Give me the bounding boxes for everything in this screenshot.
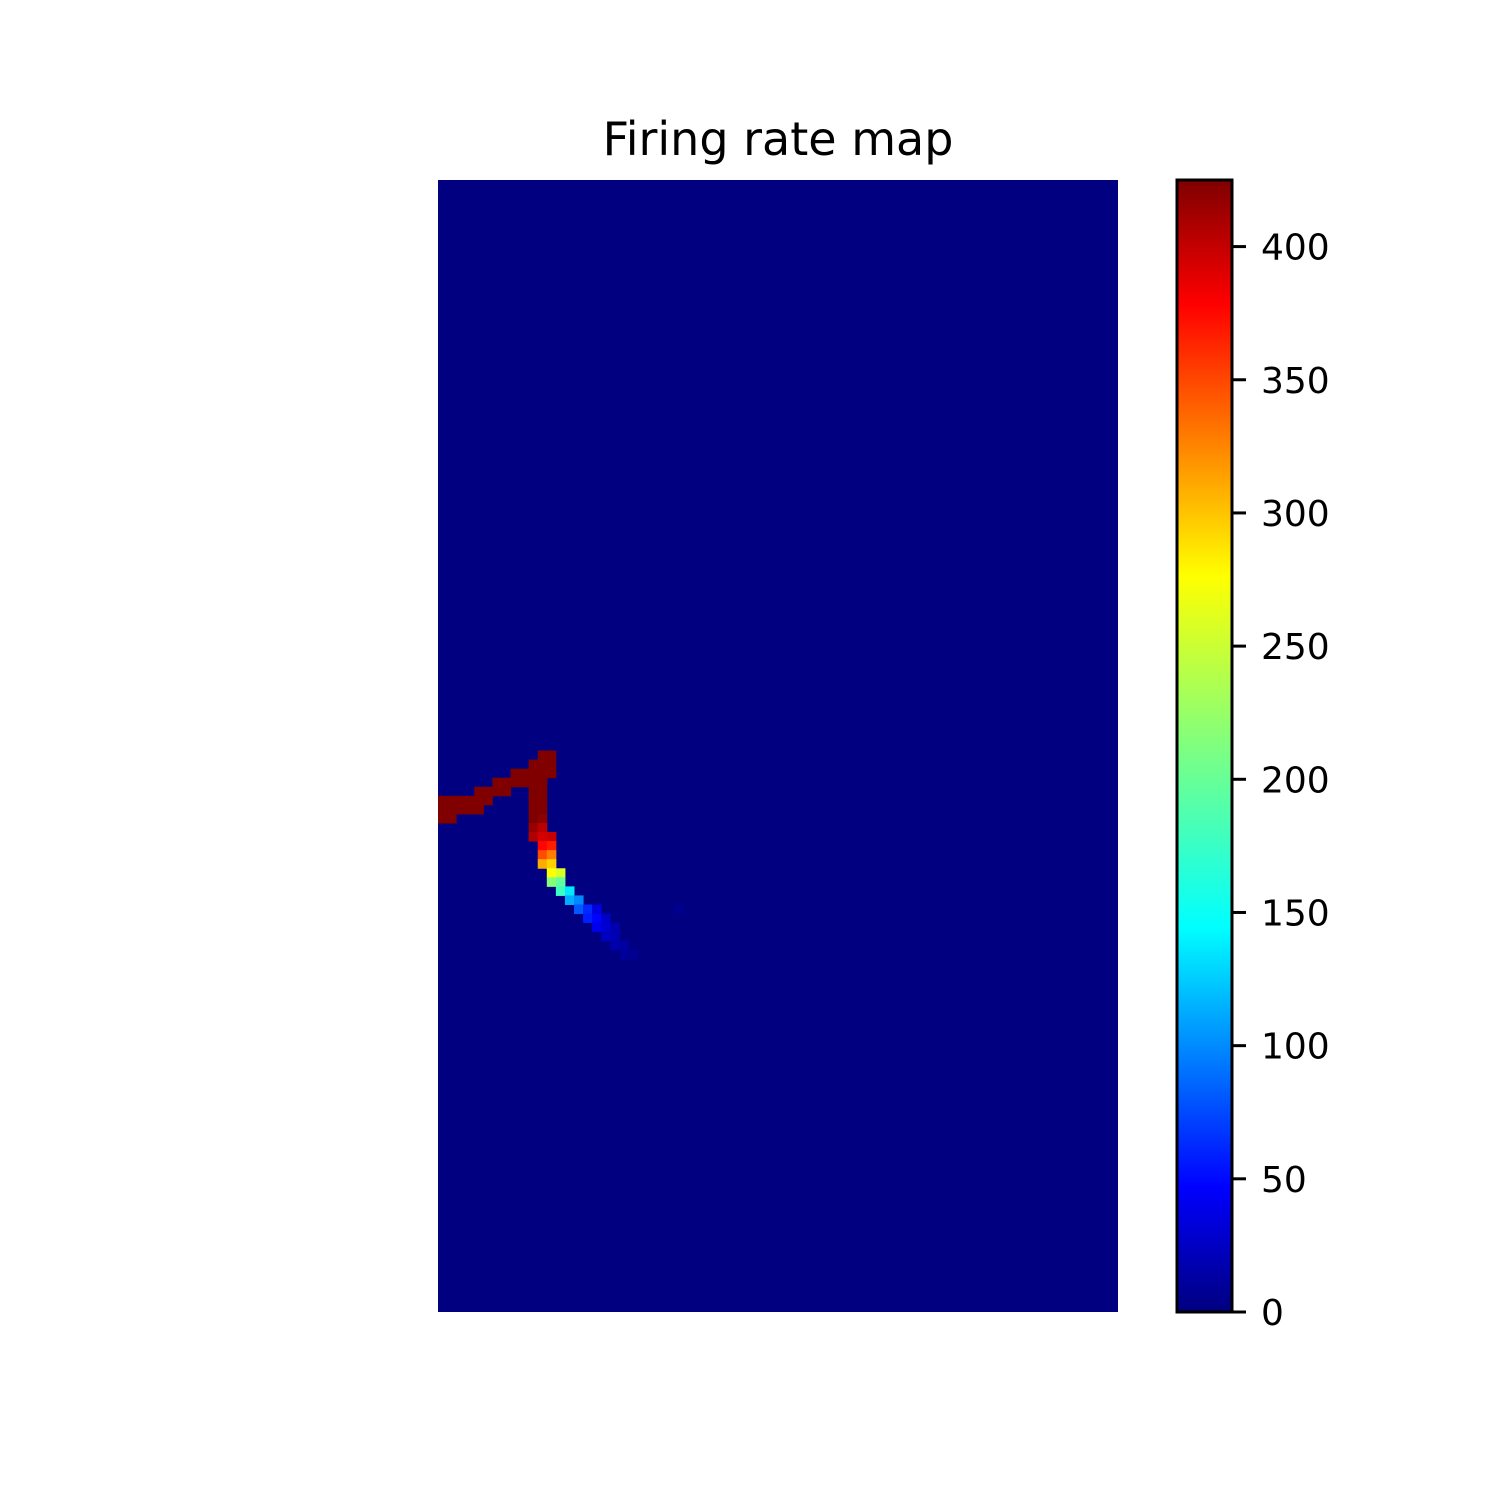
heatmap-cell-73 <box>601 913 611 924</box>
heatmap-cell-33 <box>537 777 548 788</box>
heatmap-cell-12 <box>483 786 493 797</box>
heatmap-cell-32 <box>528 786 539 797</box>
heatmap-cell-40 <box>528 822 539 833</box>
heatmap-cell-43 <box>537 822 548 833</box>
heatmap-cell-25 <box>537 759 548 770</box>
heatmap-cell-0 <box>438 795 448 806</box>
heatmap-cell-54 <box>546 877 557 887</box>
heatmap-cell-45 <box>537 832 548 842</box>
heatmap-cell-64 <box>592 922 602 933</box>
heatmap-cell-62 <box>583 913 593 924</box>
colorbar-tick-label-0: 0 <box>1261 1293 1284 1334</box>
heatmap-cell-23 <box>519 777 530 788</box>
heatmap-cells <box>438 750 684 960</box>
heatmap-cell-28 <box>537 768 548 779</box>
heatmap-cell-75 <box>673 904 684 915</box>
heatmap-cell-53 <box>555 868 566 878</box>
colorbar-tick-label-250: 250 <box>1261 627 1330 668</box>
heatmap-cell-60 <box>574 904 584 915</box>
heatmap-cell-59 <box>574 895 584 905</box>
heatmap-cell-17 <box>501 777 512 788</box>
colorbar-tick-label-350: 350 <box>1261 361 1330 402</box>
heatmap-cell-67 <box>610 931 620 942</box>
heatmap-cell-2 <box>456 795 466 806</box>
heatmap-cell-52 <box>546 868 557 878</box>
colorbar-tick-label-400: 400 <box>1261 228 1330 269</box>
colorbar-tick-label-50: 50 <box>1261 1160 1307 1201</box>
heatmap-cell-44 <box>546 832 557 842</box>
colorbar-tick-label-200: 200 <box>1261 760 1330 801</box>
heatmap-cell-41 <box>537 813 548 824</box>
heatmap-cell-15 <box>474 795 484 806</box>
heatmap-cell-27 <box>546 750 557 761</box>
colorbar-tick-label-100: 100 <box>1261 1027 1330 1068</box>
heatmap-cell-55 <box>555 877 566 887</box>
heatmap-cell-37 <box>537 795 548 806</box>
heatmap-cell-26 <box>537 750 548 761</box>
heatmap-cell-61 <box>583 904 593 915</box>
heatmap-cell-48 <box>537 850 548 860</box>
heatmap-cell-16 <box>492 777 502 788</box>
heatmap-cell-5 <box>447 804 457 815</box>
heatmap-cell-36 <box>528 804 539 815</box>
heatmap-cell-58 <box>564 895 575 905</box>
heatmap-cell-31 <box>528 777 539 788</box>
heatmap-cell-39 <box>537 804 548 815</box>
heatmap-cell-49 <box>546 850 557 860</box>
heatmap-cell-1 <box>447 795 457 806</box>
heatmap-cell-63 <box>592 913 602 924</box>
heatmap-cell-6 <box>456 804 466 815</box>
heatmap-cell-46 <box>537 841 548 851</box>
heatmap-cell-72 <box>592 904 602 915</box>
heatmap-cell-47 <box>546 841 557 851</box>
heatmap-cell-18 <box>510 777 521 788</box>
colorbar-tick-label-300: 300 <box>1261 494 1330 535</box>
heatmap-cell-7 <box>465 804 475 815</box>
colorbar-ticks: 0 50 100 150 200 250 300 350 400 <box>1232 228 1330 1334</box>
heatmap-cell-38 <box>528 813 539 824</box>
colorbar-frame <box>1175 178 1234 1314</box>
heatmap-area <box>438 180 1118 1312</box>
heatmap-cell-20 <box>510 768 521 779</box>
heatmap-cell-19 <box>501 786 512 797</box>
heatmap-background <box>438 180 1118 1312</box>
heatmap-cell-65 <box>601 922 611 933</box>
heatmap-cell-3 <box>465 795 475 806</box>
heatmap-cell-57 <box>564 886 575 896</box>
heatmap-cell-51 <box>546 859 557 869</box>
heatmap-cell-74 <box>610 922 620 933</box>
heatmap-cell-11 <box>474 786 484 797</box>
heatmap-cell-70 <box>619 949 629 960</box>
heatmap-cell-30 <box>546 768 557 779</box>
heatmap-cell-34 <box>528 795 539 806</box>
heatmap-cell-29 <box>546 759 557 770</box>
heatmap-cell-10 <box>447 813 457 824</box>
heatmap-cell-9 <box>438 813 448 824</box>
heatmap-cell-42 <box>528 832 539 842</box>
heatmap-cell-56 <box>555 886 566 896</box>
heatmap-cell-8 <box>474 804 484 815</box>
colorbar-gradient <box>1177 180 1232 1312</box>
heatmap-cell-35 <box>537 786 548 797</box>
chart-title: Firing rate map <box>603 112 954 166</box>
heatmap-cell-50 <box>537 859 548 869</box>
heatmap-cell-71 <box>628 949 638 960</box>
heatmap-cell-69 <box>619 940 629 951</box>
heatmap-cell-14 <box>483 795 493 806</box>
colorbar-tick-label-150: 150 <box>1261 893 1330 934</box>
heatmap-cell-4 <box>438 804 448 815</box>
heatmap-cell-22 <box>528 768 539 779</box>
heatmap-cell-66 <box>601 931 611 942</box>
heatmap-cell-24 <box>528 759 539 770</box>
heatmap-cell-13 <box>492 786 502 797</box>
colorbar: 0 50 100 150 200 250 300 350 400 <box>1175 178 1330 1334</box>
heatmap-cell-68 <box>610 940 620 951</box>
heatmap-cell-21 <box>519 768 530 779</box>
